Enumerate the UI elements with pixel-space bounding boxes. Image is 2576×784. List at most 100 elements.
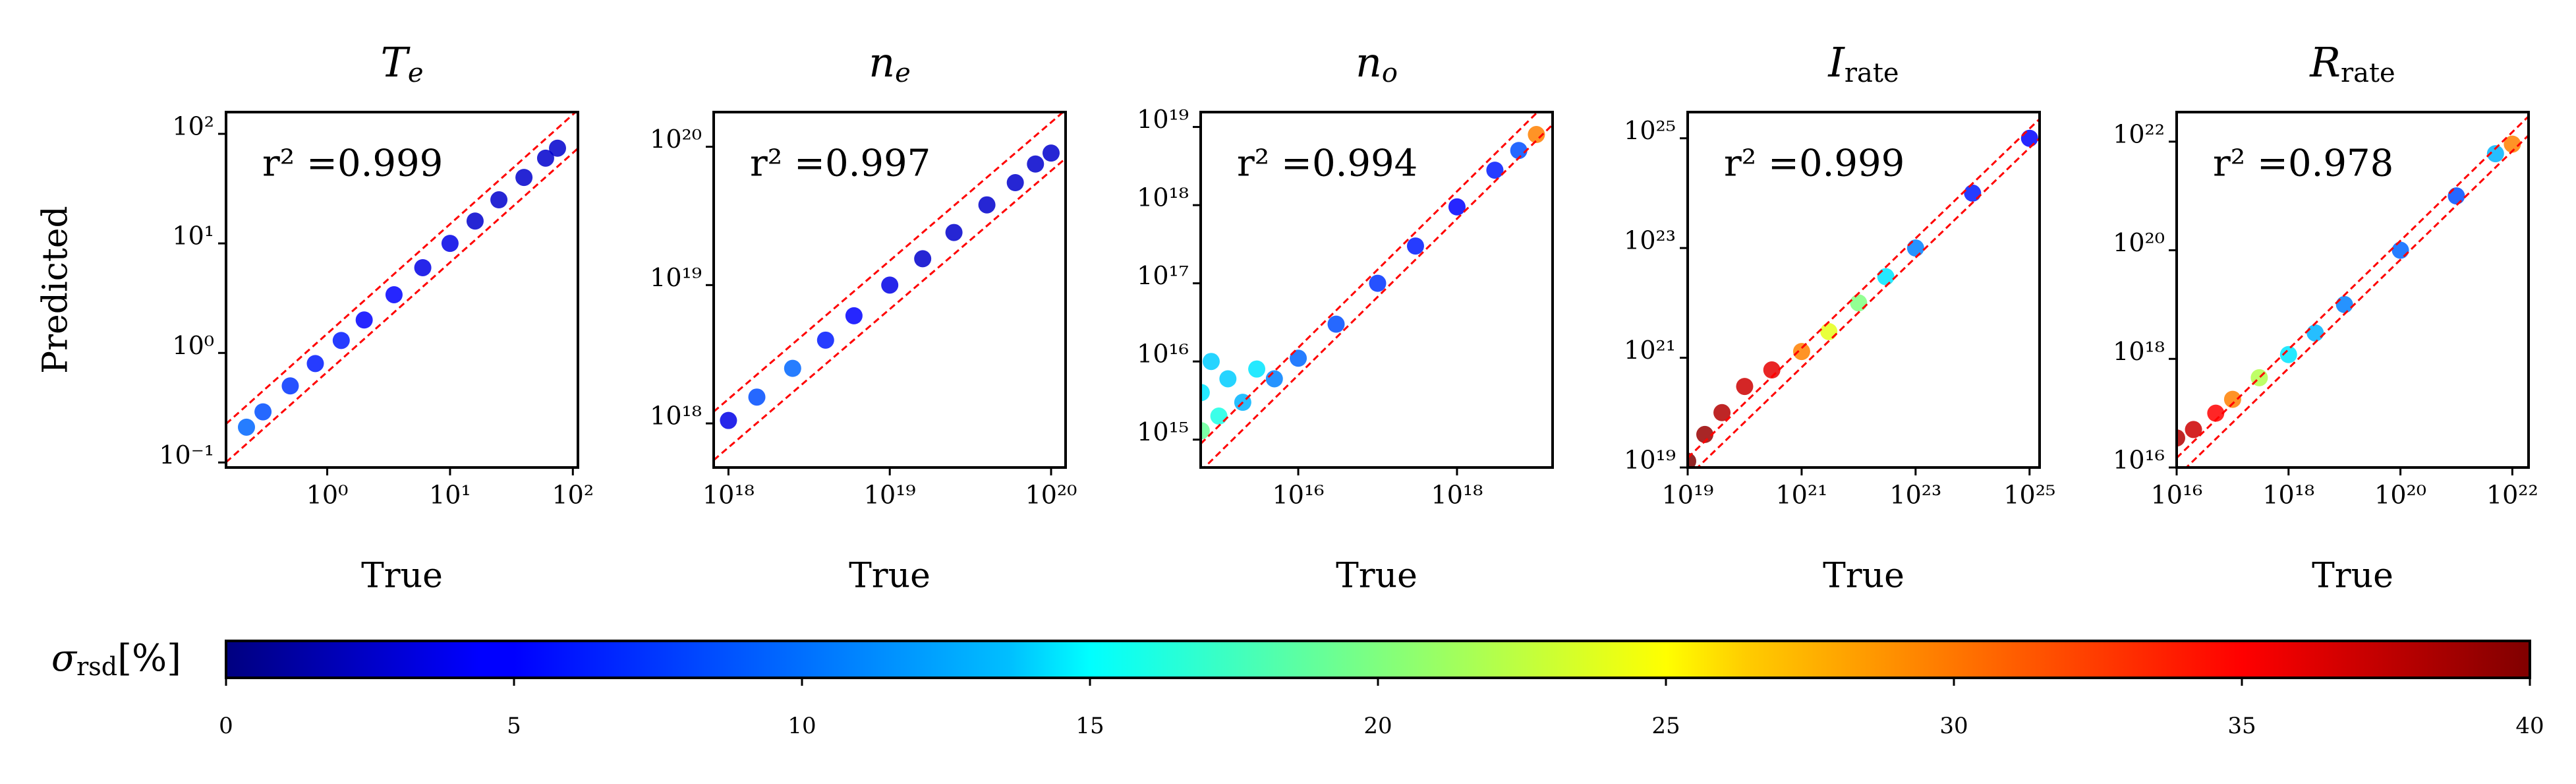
colorbar-tick-label: 0: [219, 713, 233, 739]
data-point: [1448, 198, 1466, 216]
y-tick-label: 10¹⁶: [2113, 446, 2165, 475]
panel-title: Rrate: [2309, 38, 2395, 88]
data-point: [2486, 145, 2504, 163]
y-tick-label: 10⁰: [172, 331, 214, 360]
colorbar-tick-label: 20: [1363, 713, 1392, 739]
data-point: [414, 258, 432, 276]
data-point: [1201, 422, 1210, 440]
data-point: [1763, 361, 1781, 379]
colorbar-tick-label: 35: [2227, 713, 2256, 739]
data-point: [748, 388, 766, 406]
data-point: [2207, 404, 2225, 422]
x-axis-label: True: [1823, 557, 1904, 596]
reference-line: [714, 158, 1066, 461]
colorbar-tick-label: 5: [507, 713, 521, 739]
title-sub: e: [895, 58, 911, 88]
reference-line: [1201, 112, 1539, 445]
data-point: [1265, 370, 1283, 388]
plot-area: [226, 112, 578, 464]
reference-line: [2177, 115, 2529, 459]
panel-title: ne: [869, 38, 911, 88]
y-tick-label: 10¹⁸: [650, 402, 702, 431]
data-point: [1290, 349, 1307, 367]
x-tick-label: 10¹⁶: [2151, 481, 2203, 510]
title-sub: rate: [1845, 58, 1899, 88]
data-point: [2391, 241, 2409, 259]
data-point: [385, 286, 403, 303]
y-tick-label: 10²³: [1624, 226, 1676, 255]
data-point: [945, 224, 963, 241]
x-tick-label: 10²: [552, 481, 594, 510]
data-point: [2447, 187, 2465, 205]
data-point: [1820, 322, 1838, 340]
data-point: [2185, 421, 2202, 438]
colorbar-gradient: [225, 640, 2531, 679]
y-axis-label: Predicted: [36, 206, 76, 374]
x-tick-label: 10²⁰: [2374, 481, 2426, 510]
data-point: [1510, 142, 1528, 160]
data-point: [549, 139, 567, 157]
x-tick-label: 10²⁰: [1025, 481, 1077, 510]
data-point: [2177, 429, 2185, 447]
y-tick-label: 10¹⁶: [1137, 340, 1189, 369]
data-point: [332, 332, 350, 349]
colorbar-label-symbol: σ: [51, 637, 78, 680]
data-point: [2306, 324, 2324, 342]
panel: Te 10⁰ 10¹ 10² 10⁻¹ 10⁰ 10¹ 10² r² =0.999 True Pre…: [36, 38, 594, 595]
data-point: [237, 418, 255, 436]
data-point: [784, 359, 801, 377]
plot-area: [2177, 115, 2529, 467]
reference-line: [1688, 118, 2040, 459]
data-point: [355, 311, 373, 329]
annotation: r² =0.978: [2213, 142, 2393, 185]
panel: Irate 10¹⁹ 10²¹ 10²³ 10²⁵ 10¹⁹ 10²¹ 10²³ 10²⁵ r² …: [1624, 38, 2055, 595]
data-point: [1792, 343, 1810, 361]
x-axis-label: True: [361, 557, 443, 596]
annotation: r² =0.999: [262, 142, 443, 185]
plot-area: [1201, 112, 1553, 467]
title-sub: o: [1382, 58, 1398, 88]
reference-line: [226, 112, 577, 425]
y-tick-label: 10¹⁹: [650, 263, 702, 292]
title-main: R: [2309, 38, 2341, 86]
x-tick-label: 10²⁵: [2003, 481, 2055, 510]
x-tick-label: 10¹⁹: [864, 481, 916, 510]
data-point: [1486, 162, 1504, 179]
x-tick-label: 10⁰: [306, 481, 349, 510]
data-point: [254, 403, 272, 421]
data-point: [1248, 360, 1266, 378]
x-axis-label: True: [2312, 557, 2393, 596]
axes-frame: [225, 111, 579, 469]
colorbar-label-sub: rsd: [76, 652, 117, 681]
data-point: [2504, 135, 2521, 153]
data-point: [306, 355, 324, 373]
colorbar-tick-label: 40: [2515, 713, 2544, 739]
data-point: [1877, 268, 1895, 286]
data-point: [1906, 239, 1924, 257]
panel: no 10¹⁶ 10¹⁸ 10¹⁵ 10¹⁶ 10¹⁷ 10¹⁸ 10¹⁹ r² =0.994 T…: [1137, 38, 1554, 596]
data-point: [1696, 425, 1714, 443]
panel: Rrate 10¹⁶ 10¹⁸ 10²⁰ 10²² 10¹⁶ 10¹⁸ 10²⁰ 10²² r² …: [2113, 38, 2538, 595]
data-point: [1201, 384, 1210, 402]
data-point: [1327, 315, 1345, 333]
data-point: [881, 276, 899, 294]
data-point: [1027, 155, 1045, 173]
data-point: [1006, 174, 1024, 192]
x-axis-label: True: [1336, 557, 1417, 596]
x-tick-label: 10¹⁸: [702, 481, 755, 510]
y-tick-label: 10²⁰: [2113, 228, 2165, 257]
x-tick-label: 10²²: [2486, 481, 2538, 510]
axes-frame: [2175, 111, 2530, 469]
data-point: [466, 212, 484, 230]
title-sub: e: [408, 58, 424, 88]
colorbar-tick-label: 25: [1651, 713, 1680, 739]
y-tick-label: 10²⁵: [1624, 116, 1676, 145]
x-tick-label: 10¹⁶: [1273, 481, 1325, 510]
axes-frame: [1199, 111, 1554, 469]
reference-line: [2185, 135, 2529, 467]
annotation: r² =0.997: [750, 142, 930, 185]
data-point: [845, 307, 863, 324]
data-point: [978, 196, 996, 214]
data-point: [1713, 404, 1731, 421]
reference-line: [1696, 137, 2040, 467]
